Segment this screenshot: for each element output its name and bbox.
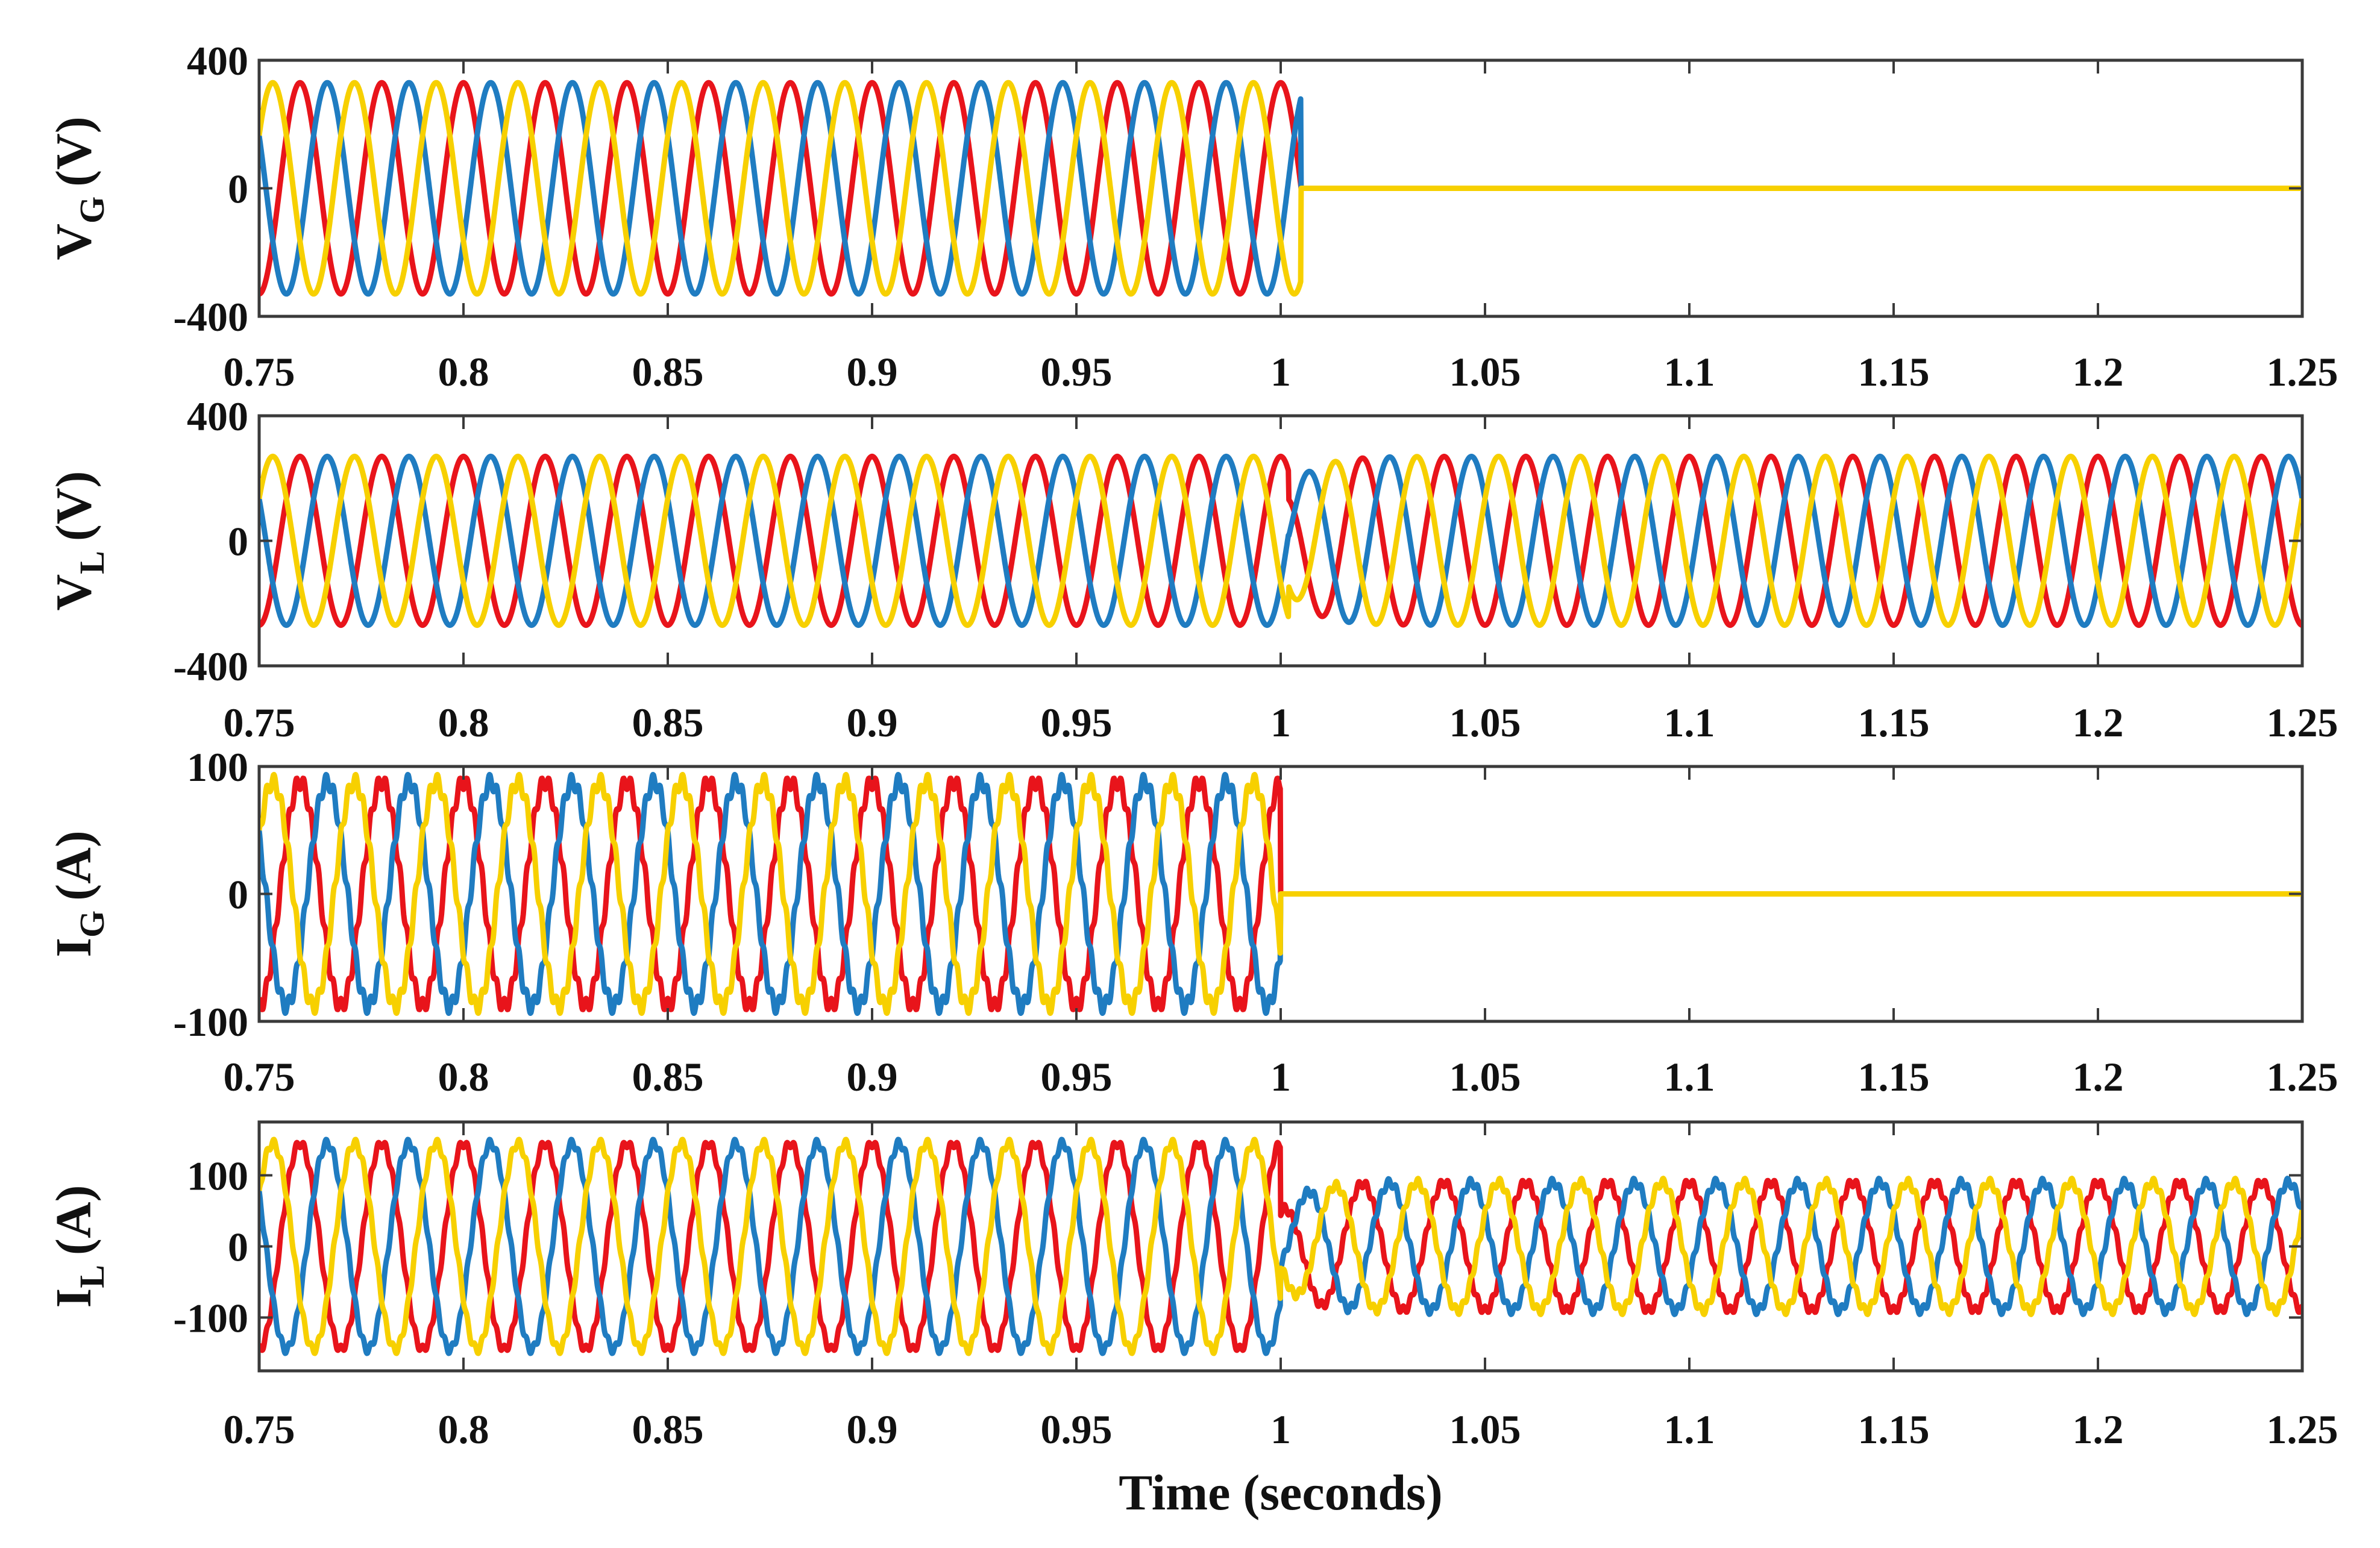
x-tick-label: 0.95 [1041,349,1113,395]
y-tick-label: -400 [173,294,248,340]
y-tick-label: 100 [187,1153,248,1199]
x-tick-label: 1.25 [2267,349,2338,395]
series-phase-c [260,80,2301,297]
y-axis-label: VG (V) [46,116,111,260]
x-tick-label: 0.8 [438,349,489,395]
x-tick-label: 1.25 [2267,1406,2338,1452]
x-tick-label: 0.9 [847,1406,898,1452]
x-tick-label: 0.9 [847,349,898,395]
x-tick-label: 0.8 [438,1054,489,1100]
y-tick-label: 0 [228,166,248,212]
y-label-unit: (V) [46,471,102,542]
x-tick-label: 1.05 [1449,349,1521,395]
x-tick-label: 0.95 [1041,1054,1113,1100]
x-tick-label: 1.05 [1449,700,1521,745]
x-tick-label: 0.75 [224,349,295,395]
series-group [260,772,2301,1016]
y-label-main: V [46,574,102,611]
x-tick-label: 0.95 [1041,700,1113,745]
x-tick-label: 0.9 [847,700,898,745]
x-tick-label: 1.1 [1664,349,1715,395]
x-tick-label: 0.95 [1041,1406,1113,1452]
y-label-unit: (A) [46,1185,102,1256]
y-tick-label: 400 [187,393,248,439]
x-tick-label: 1.2 [2073,349,2124,395]
x-tick-label: 1.25 [2267,700,2338,745]
x-tick-label: 0.85 [632,700,704,745]
y-tick-label: 100 [187,744,248,790]
y-label-sub: L [72,551,111,574]
x-tick-label: 1.15 [1858,1406,1930,1452]
x-tick-label: 1.15 [1858,1054,1930,1100]
x-tick-label: 0.8 [438,700,489,745]
x-tick-label: 1.2 [2073,700,2124,745]
x-tick-label: 1.25 [2267,1054,2338,1100]
y-tick-label: 0 [228,1224,248,1270]
panel-load-current: -100 0 100 0.75 0.8 0.85 0.9 0.95 1 1.05 1.1 1.15 1.… [46,1120,2338,1452]
y-label-unit: (A) [46,830,102,901]
series-phase-c [260,1136,2301,1356]
series-group [260,1136,2301,1356]
y-tick-label: -400 [173,644,248,689]
x-tick-label: 1.05 [1449,1406,1521,1452]
x-tick-label: 0.75 [224,1054,295,1100]
x-tick-label: 1.1 [1664,1054,1715,1100]
y-label-main: V [46,224,102,260]
y-axis-label: VL (V) [46,471,111,611]
panel-grid-voltage: -400 0 400 0.75 0.8 0.85 0.9 0.95 1 1.05 1.1 1.15 1.… [46,38,2338,395]
y-axis-label: IL (A) [46,1185,111,1308]
x-tick-label: 0.75 [224,1406,295,1452]
x-tick-label: 1.2 [2073,1406,2124,1452]
panel-load-voltage: -400 0 400 0.75 0.8 0.85 0.9 0.95 1 1.05 1.1 1.15 1.… [46,393,2338,745]
x-tick-label: 0.85 [632,1054,704,1100]
x-tick-label: 0.9 [847,1054,898,1100]
x-tick-label: 1.1 [1664,1406,1715,1452]
y-label-sub: G [72,196,111,224]
y-tick-label: -100 [173,999,248,1045]
y-label-sub: G [72,910,111,938]
x-tick-label: 0.75 [224,700,295,745]
x-tick-label: 1.2 [2073,1054,2124,1100]
x-axis-label: Time (seconds) [1119,1465,1442,1521]
y-tick-label: 400 [187,38,248,84]
y-tick-label: 0 [228,872,248,918]
series-group [260,80,2301,297]
x-tick-label: 1 [1270,1406,1291,1452]
x-tick-label: 1.05 [1449,1054,1521,1100]
x-tick-label: 1 [1270,349,1291,395]
y-label-sub: L [72,1265,111,1288]
x-tick-label: 1 [1270,700,1291,745]
series-group [260,453,2301,628]
y-tick-label: 0 [228,519,248,565]
y-tick-label: -100 [173,1296,248,1341]
x-tick-label: 0.8 [438,1406,489,1452]
series-phase-c [260,772,2301,1016]
y-label-unit: (V) [46,116,102,187]
x-tick-label: 1.15 [1858,700,1930,745]
x-tick-label: 1.15 [1858,349,1930,395]
panel-grid-current: -100 0 100 0.75 0.8 0.85 0.9 0.95 1 1.05 1.1 1.15 1.… [46,744,2338,1100]
series-phase-c [260,453,2301,628]
x-tick-label: 0.85 [632,349,704,395]
x-tick-label: 0.85 [632,1406,704,1452]
x-tick-label: 1.1 [1664,700,1715,745]
y-label-main: I [46,938,102,957]
x-tick-label: 1 [1270,1054,1291,1100]
y-label-main: I [46,1288,102,1308]
y-axis-label: IG (A) [46,830,111,957]
